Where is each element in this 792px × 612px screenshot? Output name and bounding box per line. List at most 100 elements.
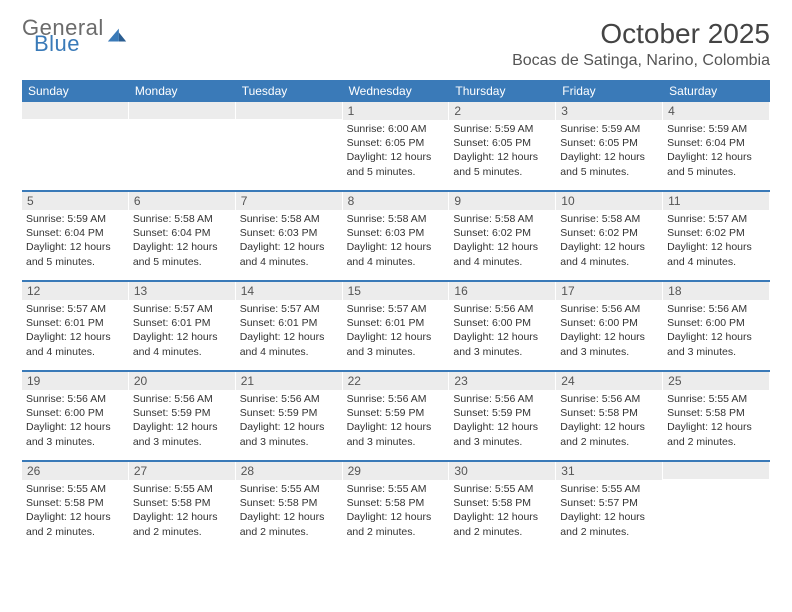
daylight-line: Daylight: 12 hours and 4 minutes.	[26, 330, 124, 358]
day-details: Sunrise: 5:55 AMSunset: 5:57 PMDaylight:…	[556, 480, 662, 543]
daylight-line: Daylight: 12 hours and 5 minutes.	[453, 150, 551, 178]
day-number: 5	[22, 192, 128, 210]
calendar-day: 10Sunrise: 5:58 AMSunset: 6:02 PMDayligh…	[556, 192, 663, 280]
dow-wednesday: Wednesday	[343, 80, 450, 102]
day-details: Sunrise: 5:58 AMSunset: 6:04 PMDaylight:…	[129, 210, 235, 273]
sunrise-line: Sunrise: 5:59 AM	[667, 122, 765, 136]
day-number: 17	[556, 282, 662, 300]
daylight-line: Daylight: 12 hours and 3 minutes.	[560, 330, 658, 358]
daylight-line: Daylight: 12 hours and 4 minutes.	[347, 240, 445, 268]
day-details: Sunrise: 5:56 AMSunset: 6:00 PMDaylight:…	[22, 390, 128, 453]
sunrise-line: Sunrise: 5:58 AM	[560, 212, 658, 226]
day-details: Sunrise: 5:55 AMSunset: 5:58 PMDaylight:…	[343, 480, 449, 543]
day-details: Sunrise: 5:59 AMSunset: 6:05 PMDaylight:…	[449, 120, 555, 183]
calendar-day: 20Sunrise: 5:56 AMSunset: 5:59 PMDayligh…	[129, 372, 236, 460]
day-details: Sunrise: 5:57 AMSunset: 6:01 PMDaylight:…	[129, 300, 235, 363]
sunrise-line: Sunrise: 5:59 AM	[453, 122, 551, 136]
day-details: Sunrise: 5:56 AMSunset: 5:59 PMDaylight:…	[236, 390, 342, 453]
sunrise-line: Sunrise: 5:56 AM	[347, 392, 445, 406]
calendar-day: 4Sunrise: 5:59 AMSunset: 6:04 PMDaylight…	[663, 102, 770, 190]
daylight-line: Daylight: 12 hours and 2 minutes.	[26, 510, 124, 538]
sunset-line: Sunset: 5:57 PM	[560, 496, 658, 510]
day-number: 9	[449, 192, 555, 210]
calendar-week: 5Sunrise: 5:59 AMSunset: 6:04 PMDaylight…	[22, 192, 770, 282]
daylight-line: Daylight: 12 hours and 3 minutes.	[453, 420, 551, 448]
header-row: General Blue October 2025 Bocas de Satin…	[22, 18, 770, 70]
sunrise-line: Sunrise: 5:57 AM	[26, 302, 124, 316]
day-details: Sunrise: 5:56 AMSunset: 6:00 PMDaylight:…	[556, 300, 662, 363]
sunrise-line: Sunrise: 5:57 AM	[240, 302, 338, 316]
daylight-line: Daylight: 12 hours and 4 minutes.	[240, 330, 338, 358]
calendar-day: 13Sunrise: 5:57 AMSunset: 6:01 PMDayligh…	[129, 282, 236, 370]
day-details: Sunrise: 5:58 AMSunset: 6:03 PMDaylight:…	[236, 210, 342, 273]
day-number: 31	[556, 462, 662, 480]
sunrise-line: Sunrise: 5:55 AM	[453, 482, 551, 496]
sunrise-line: Sunrise: 5:58 AM	[453, 212, 551, 226]
sunrise-line: Sunrise: 5:56 AM	[26, 392, 124, 406]
sunrise-line: Sunrise: 5:56 AM	[453, 302, 551, 316]
calendar-day: 24Sunrise: 5:56 AMSunset: 5:58 PMDayligh…	[556, 372, 663, 460]
sunrise-line: Sunrise: 5:57 AM	[347, 302, 445, 316]
day-number: 10	[556, 192, 662, 210]
day-details: Sunrise: 5:58 AMSunset: 6:03 PMDaylight:…	[343, 210, 449, 273]
daylight-line: Daylight: 12 hours and 5 minutes.	[133, 240, 231, 268]
daylight-line: Daylight: 12 hours and 2 minutes.	[347, 510, 445, 538]
calendar-day: 15Sunrise: 5:57 AMSunset: 6:01 PMDayligh…	[343, 282, 450, 370]
calendar-week: 1Sunrise: 6:00 AMSunset: 6:05 PMDaylight…	[22, 102, 770, 192]
calendar-day: 31Sunrise: 5:55 AMSunset: 5:57 PMDayligh…	[556, 462, 663, 550]
sunrise-line: Sunrise: 5:55 AM	[347, 482, 445, 496]
calendar-day: 14Sunrise: 5:57 AMSunset: 6:01 PMDayligh…	[236, 282, 343, 370]
sunrise-line: Sunrise: 5:57 AM	[667, 212, 765, 226]
sunset-line: Sunset: 6:05 PM	[560, 136, 658, 150]
brand-word2: Blue	[34, 34, 104, 54]
calendar-day: 30Sunrise: 5:55 AMSunset: 5:58 PMDayligh…	[449, 462, 556, 550]
calendar-day: 1Sunrise: 6:00 AMSunset: 6:05 PMDaylight…	[343, 102, 450, 190]
day-number: 3	[556, 102, 662, 120]
sunrise-line: Sunrise: 5:58 AM	[240, 212, 338, 226]
sunrise-line: Sunrise: 5:56 AM	[560, 392, 658, 406]
day-number: 13	[129, 282, 235, 300]
calendar-day: 22Sunrise: 5:56 AMSunset: 5:59 PMDayligh…	[343, 372, 450, 460]
calendar-body: 1Sunrise: 6:00 AMSunset: 6:05 PMDaylight…	[22, 102, 770, 550]
sunset-line: Sunset: 5:58 PM	[453, 496, 551, 510]
sunset-line: Sunset: 5:58 PM	[133, 496, 231, 510]
sunset-line: Sunset: 6:02 PM	[560, 226, 658, 240]
sunrise-line: Sunrise: 5:56 AM	[240, 392, 338, 406]
day-details: Sunrise: 5:55 AMSunset: 5:58 PMDaylight:…	[449, 480, 555, 543]
title-block: October 2025 Bocas de Satinga, Narino, C…	[512, 18, 770, 70]
daylight-line: Daylight: 12 hours and 3 minutes.	[240, 420, 338, 448]
sunset-line: Sunset: 6:01 PM	[347, 316, 445, 330]
dow-header-row: Sunday Monday Tuesday Wednesday Thursday…	[22, 80, 770, 102]
calendar-week: 26Sunrise: 5:55 AMSunset: 5:58 PMDayligh…	[22, 462, 770, 550]
brand-text: General Blue	[22, 18, 104, 54]
day-number	[129, 102, 235, 119]
daylight-line: Daylight: 12 hours and 2 minutes.	[560, 420, 658, 448]
sunrise-line: Sunrise: 5:55 AM	[560, 482, 658, 496]
sunrise-line: Sunrise: 5:56 AM	[133, 392, 231, 406]
daylight-line: Daylight: 12 hours and 3 minutes.	[26, 420, 124, 448]
day-details: Sunrise: 5:56 AMSunset: 5:59 PMDaylight:…	[129, 390, 235, 453]
day-details: Sunrise: 5:56 AMSunset: 5:59 PMDaylight:…	[449, 390, 555, 453]
daylight-line: Daylight: 12 hours and 4 minutes.	[133, 330, 231, 358]
day-number: 30	[449, 462, 555, 480]
day-number: 1	[343, 102, 449, 120]
day-details	[129, 119, 235, 125]
day-number: 4	[663, 102, 769, 120]
calendar-day	[663, 462, 770, 550]
daylight-line: Daylight: 12 hours and 2 minutes.	[240, 510, 338, 538]
day-details: Sunrise: 5:57 AMSunset: 6:02 PMDaylight:…	[663, 210, 769, 273]
sunset-line: Sunset: 6:04 PM	[667, 136, 765, 150]
sunset-line: Sunset: 5:58 PM	[347, 496, 445, 510]
sunrise-line: Sunrise: 5:59 AM	[26, 212, 124, 226]
day-number: 15	[343, 282, 449, 300]
calendar-day: 2Sunrise: 5:59 AMSunset: 6:05 PMDaylight…	[449, 102, 556, 190]
sunrise-line: Sunrise: 5:59 AM	[560, 122, 658, 136]
sunrise-line: Sunrise: 5:55 AM	[240, 482, 338, 496]
daylight-line: Daylight: 12 hours and 4 minutes.	[667, 240, 765, 268]
daylight-line: Daylight: 12 hours and 2 minutes.	[453, 510, 551, 538]
day-details: Sunrise: 5:57 AMSunset: 6:01 PMDaylight:…	[236, 300, 342, 363]
calendar-day: 3Sunrise: 5:59 AMSunset: 6:05 PMDaylight…	[556, 102, 663, 190]
day-number: 12	[22, 282, 128, 300]
day-details: Sunrise: 5:55 AMSunset: 5:58 PMDaylight:…	[129, 480, 235, 543]
sunrise-line: Sunrise: 5:58 AM	[133, 212, 231, 226]
